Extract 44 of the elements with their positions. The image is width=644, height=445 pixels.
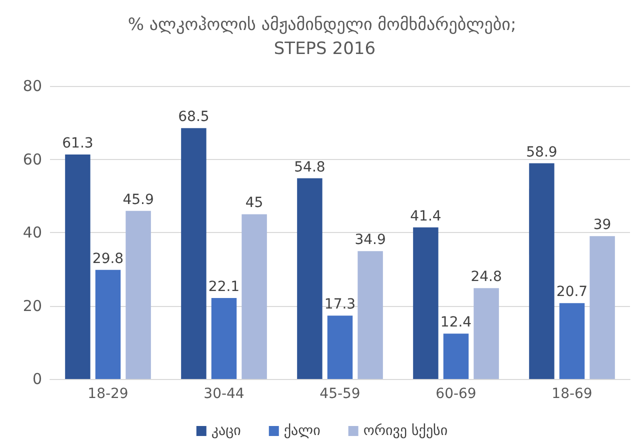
bar	[65, 154, 90, 379]
data-label: 39	[593, 217, 612, 234]
bar	[95, 270, 121, 379]
bar	[126, 210, 151, 379]
chart-title: % ალკოჰოლის ამჟამინდელი მომხმარებლები; STEPS 2016	[128, 15, 516, 59]
bar	[327, 316, 353, 379]
data-label: 54.8	[294, 159, 326, 176]
data-label: 58.9	[526, 144, 558, 160]
bar	[413, 227, 438, 379]
bar	[474, 288, 499, 379]
bar	[590, 236, 615, 379]
data-label: 12.4	[440, 314, 472, 331]
data-label: 29.8	[92, 250, 124, 267]
y-tick-label: 0	[32, 370, 42, 388]
y-tick-label: 60	[22, 150, 42, 168]
legend-label: კაცი	[211, 423, 241, 439]
bar	[297, 178, 322, 379]
bar	[358, 251, 383, 379]
data-label: 45	[245, 195, 264, 212]
data-label: 22.1	[208, 279, 240, 296]
x-tick-label: 30-44	[204, 386, 244, 402]
data-label: 17.3	[324, 296, 356, 313]
data-label: 34.9	[354, 232, 386, 248]
x-tick-label: 60-69	[436, 386, 476, 402]
bar	[211, 298, 237, 379]
data-label: 41.4	[410, 208, 442, 224]
data-label: 24.8	[470, 269, 502, 286]
y-tick-label: 40	[22, 224, 42, 242]
data-label: 61.3	[62, 135, 94, 152]
data-label: 68.5	[178, 109, 210, 126]
bar	[181, 128, 206, 379]
bar	[242, 214, 267, 379]
y-tick-label: 80	[22, 77, 42, 95]
legend-label: ორივე სქესი	[363, 423, 448, 439]
legend-label: ქალი	[284, 423, 320, 439]
bar	[529, 163, 554, 379]
data-label: 20.7	[556, 284, 588, 300]
bar	[443, 334, 469, 379]
bar	[559, 303, 585, 379]
x-tick-label: 45-59	[320, 386, 360, 402]
x-tick-label: 18-69	[552, 386, 592, 402]
x-tick-label: 18-29	[88, 386, 128, 402]
data-label: 45.9	[122, 192, 154, 208]
y-tick-label: 20	[22, 296, 42, 315]
